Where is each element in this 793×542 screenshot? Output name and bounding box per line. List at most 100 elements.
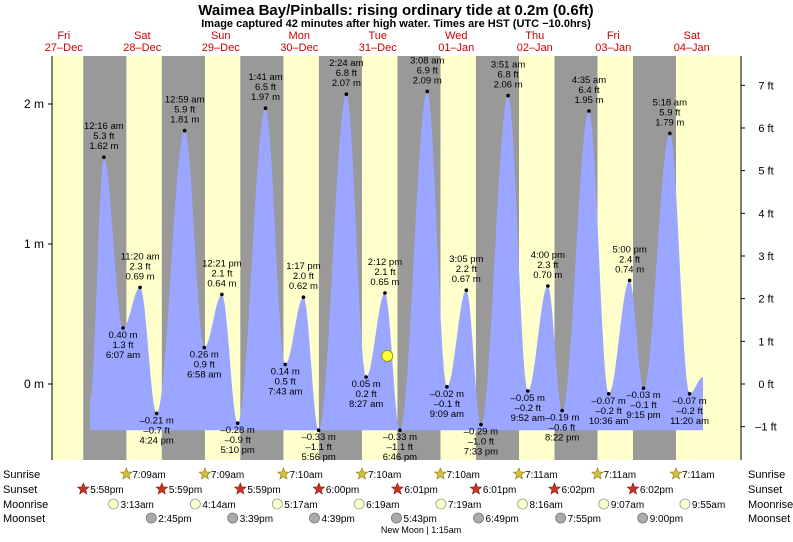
day-date: 03–Jan (595, 42, 631, 54)
right-tick-label: –1 ft (755, 422, 776, 434)
extreme-point (383, 291, 387, 295)
extreme-time: 5:00 pm (612, 244, 646, 255)
extreme-m: –0.05 m (511, 393, 545, 404)
extreme-m: 0.67 m (452, 274, 481, 285)
moonrise-icon (517, 498, 528, 510)
extreme-ft: –0.2 ft (595, 406, 622, 417)
extreme-time: 5:10 pm (220, 445, 254, 456)
extreme-time: 3:08 am (410, 55, 444, 66)
moonset-icon (637, 512, 649, 524)
right-tick-label: 2 ft (758, 294, 773, 306)
extreme-ft: 5.9 ft (174, 105, 195, 116)
sunrise-star-icon (433, 467, 447, 480)
extreme-time: 12:21 pm (202, 258, 242, 269)
extreme-ft: 6.4 ft (578, 85, 599, 96)
extreme-ft: 0.9 ft (194, 360, 215, 371)
moonrise-time: 4:14am (202, 500, 235, 511)
extreme-point (102, 155, 106, 159)
extreme-m: –0.28 m (220, 425, 254, 436)
extreme-time: 3:51 am (491, 60, 525, 71)
sunrise-star-icon (669, 467, 683, 480)
sunset-star-icon (155, 482, 169, 495)
extreme-time: 2:24 am (329, 58, 363, 69)
moonrise-icon (189, 498, 201, 510)
row-label-left: Sunrise (3, 469, 40, 481)
moonrise-time: 3:13am (121, 500, 154, 511)
day-of-week: Mon (289, 30, 310, 42)
extreme-time: 8:27 am (349, 399, 383, 410)
extreme-ft: 0.2 ft (356, 389, 377, 400)
sunset-star-icon (626, 482, 640, 495)
moonset-icon (473, 512, 484, 524)
sunrise-star-icon (591, 467, 604, 480)
extreme-ft: 2.0 ft (293, 271, 314, 282)
extreme-time: 12:59 am (165, 95, 205, 106)
moonset-time: 4:39pm (321, 514, 354, 525)
sunset-time: 6:00pm (326, 485, 359, 496)
day-of-week: Sat (134, 30, 151, 42)
moonrise-time: 5:17am (284, 500, 317, 511)
row-label-left: Moonset (3, 513, 45, 525)
extreme-time: 12:16 am (84, 121, 124, 132)
day-date: 02–Jan (517, 42, 553, 54)
current-tide-marker (381, 350, 394, 362)
extreme-ft: 6.8 ft (498, 70, 519, 81)
extreme-time: 7:43 am (268, 386, 302, 397)
moonrise-icon (108, 498, 119, 510)
extreme-point (220, 292, 224, 297)
sunrise-time: 7:10am (446, 470, 479, 481)
sunset-time: 6:01pm (404, 485, 437, 496)
extreme-point (398, 428, 402, 433)
extreme-m: 1.97 m (251, 92, 280, 103)
extreme-ft: –1.1 ft (305, 442, 332, 453)
day-of-week: Sun (211, 30, 231, 42)
day-of-week: Fri (57, 30, 70, 42)
sunset-time: 5:59pm (169, 485, 202, 496)
right-tick-label: 3 ft (758, 251, 773, 263)
extreme-time: 6:46 pm (383, 452, 417, 463)
sunrise-time: 7:10am (289, 470, 322, 481)
sunrise-time: 7:09am (132, 470, 165, 481)
sunset-time: 6:02pm (640, 485, 673, 496)
extreme-m: –0.21 m (139, 415, 173, 426)
extreme-m: 0.69 m (126, 271, 155, 282)
extreme-m: 0.65 m (370, 277, 399, 288)
extreme-ft: 2.1 ft (211, 268, 232, 279)
extreme-time: 9:52 am (511, 413, 545, 424)
extreme-ft: 2.2 ft (456, 264, 477, 275)
sunrise-time: 7:11am (603, 470, 636, 481)
day-date: 27–Dec (45, 42, 83, 54)
extreme-point (235, 421, 240, 426)
extreme-time: 5:18 am (653, 97, 687, 108)
extreme-point (525, 389, 530, 393)
moonset-icon (309, 512, 320, 524)
extreme-ft: –0.1 ft (434, 399, 461, 410)
extreme-ft: 2.3 ft (130, 261, 151, 272)
day-date: 29–Dec (202, 42, 240, 54)
day-date: 30–Dec (280, 42, 318, 54)
left-tick-label: 2 m (24, 97, 44, 111)
left-tick-label: 0 m (24, 377, 44, 391)
sunset-star-icon (312, 482, 326, 495)
right-tick-label: 5 ft (758, 166, 773, 178)
day-date: 28–Dec (123, 42, 161, 54)
extreme-point (344, 92, 349, 96)
extreme-time: 4:24 pm (139, 435, 173, 446)
day-date: 31–Dec (359, 42, 397, 54)
extreme-m: –0.19 m (545, 413, 579, 424)
extreme-ft: –0.6 ft (549, 423, 576, 434)
sunrise-time: 7:10am (368, 470, 401, 481)
extreme-time: 9:09 am (430, 409, 464, 420)
extreme-time: 5:56 pm (301, 452, 335, 463)
extreme-time: 2:12 pm (368, 257, 402, 268)
extreme-point (479, 422, 483, 427)
extreme-point (316, 428, 321, 433)
extreme-point (445, 385, 449, 389)
moonset-icon (391, 512, 402, 524)
extreme-time: 4:00 pm (531, 250, 565, 261)
sunset-star-icon (469, 482, 483, 495)
day-of-week: Fri (607, 30, 620, 42)
sunset-time: 5:58pm (90, 485, 123, 496)
axes: 0 m 1 m 2 m –1 ft 0 ft 1 ft 2 ft 3 ft 4 ft 5 ft 6 … (24, 56, 777, 460)
extreme-ft: 6.5 ft (255, 82, 276, 93)
